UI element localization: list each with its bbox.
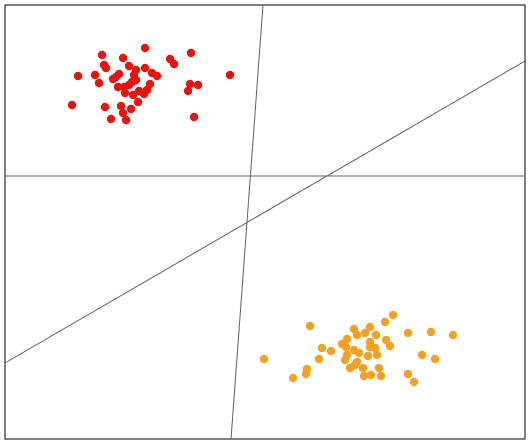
point-cluster_a-1	[186, 48, 196, 58]
point-cluster_b-40	[359, 371, 369, 381]
point-cluster_a-17	[152, 71, 162, 81]
point-cluster_b-38	[288, 373, 298, 383]
point-cluster_b-25	[354, 348, 364, 358]
point-cluster_b-0	[388, 310, 398, 320]
point-cluster_a-35	[67, 100, 77, 110]
point-cluster_a-9	[140, 63, 150, 73]
point-cluster_a-3	[118, 53, 128, 63]
point-cluster_a-33	[139, 89, 149, 99]
point-cluster_b-16	[341, 342, 351, 352]
point-cluster_b-22	[417, 350, 427, 360]
point-cluster_b-27	[372, 350, 382, 360]
point-cluster_b-30	[340, 355, 350, 365]
point-cluster_a-15	[225, 70, 235, 80]
point-cluster_b-11	[426, 327, 436, 337]
point-cluster_b-43	[409, 377, 419, 387]
point-cluster_b-6	[403, 328, 413, 338]
point-cluster_a-0	[140, 43, 150, 53]
series-cluster_a	[67, 43, 235, 125]
point-cluster_b-5	[371, 330, 381, 340]
point-cluster_a-5	[169, 59, 179, 69]
point-cluster_a-8	[101, 63, 111, 73]
point-cluster_a-24	[185, 79, 195, 89]
point-cluster_b-29	[314, 354, 324, 364]
point-cluster_b-41	[366, 370, 376, 380]
line-diagonal	[4, 60, 526, 364]
point-cluster_a-36	[116, 101, 126, 111]
series-cluster_b	[259, 310, 458, 387]
point-cluster_b-37	[376, 371, 386, 381]
point-cluster_a-41	[106, 114, 116, 124]
point-cluster_b-28	[259, 354, 269, 364]
point-cluster_b-35	[358, 363, 368, 373]
point-cluster_b-23	[430, 354, 440, 364]
point-cluster_a-27	[113, 82, 123, 92]
point-cluster_a-40	[118, 108, 128, 118]
point-cluster_b-26	[363, 351, 373, 361]
point-cluster_a-43	[121, 115, 131, 125]
point-cluster_b-42	[403, 369, 413, 379]
point-cluster_b-36	[345, 363, 355, 373]
point-cluster_b-18	[381, 335, 391, 345]
point-cluster_b-15	[317, 343, 327, 353]
point-cluster_b-1	[305, 321, 315, 331]
point-cluster_a-32	[120, 88, 130, 98]
point-cluster_b-3	[365, 322, 375, 332]
point-cluster_b-17	[370, 343, 380, 353]
point-cluster_a-19	[108, 74, 118, 84]
point-cluster_a-29	[183, 86, 193, 96]
point-cluster_b-9	[360, 328, 370, 338]
point-cluster_a-39	[126, 104, 136, 114]
point-cluster_a-42	[189, 112, 199, 122]
data-points	[67, 43, 458, 387]
point-cluster_a-25	[193, 80, 203, 90]
point-cluster_a-2	[97, 50, 107, 60]
separator-lines	[4, 4, 526, 440]
point-cluster_a-37	[133, 97, 143, 107]
point-cluster_b-4	[380, 317, 390, 327]
point-cluster_a-22	[94, 78, 104, 88]
point-cluster_b-12	[448, 330, 458, 340]
point-cluster_b-19	[385, 341, 395, 351]
point-cluster_b-8	[352, 330, 362, 340]
point-cluster_b-21	[326, 346, 336, 356]
point-cluster_b-39	[301, 369, 311, 379]
point-cluster_a-38	[100, 102, 110, 112]
point-cluster_a-16	[73, 71, 83, 81]
point-cluster_a-34	[128, 90, 138, 100]
point-cluster_a-7	[124, 61, 134, 71]
plot-frame	[4, 4, 526, 440]
point-cluster_a-13	[90, 70, 100, 80]
point-cluster_b-33	[374, 363, 384, 373]
